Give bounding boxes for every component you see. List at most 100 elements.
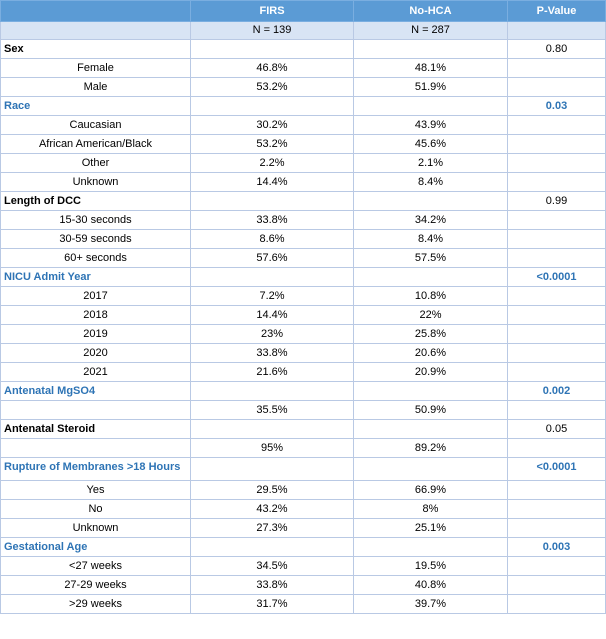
subgroup-p-blank	[507, 134, 606, 154]
subgroup-p-blank	[507, 438, 606, 458]
subgroup-label: Yes	[0, 480, 191, 500]
subgroup-row: 2021 21.6% 20.9%	[0, 362, 606, 382]
subgroup-row: 15-30 seconds 33.8% 34.2%	[0, 210, 606, 230]
subgroup-no-hca-value: 89.2%	[353, 438, 508, 458]
subgroup-firs-value: 35.5%	[190, 400, 354, 420]
category-label: Length of DCC	[0, 191, 191, 211]
subgroup-label: 15-30 seconds	[0, 210, 191, 230]
header-blank-cell	[0, 0, 191, 22]
subgroup-row: Unknown 27.3% 25.1%	[0, 518, 606, 538]
subgroup-no-hca-value: 8.4%	[353, 172, 508, 192]
subgroup-p-blank	[507, 305, 606, 325]
subgroup-p-blank	[507, 594, 606, 614]
subgroup-no-hca-value: 43.9%	[353, 115, 508, 135]
subgroup-label: No	[0, 499, 191, 519]
category-label: Antenatal Steroid	[0, 419, 191, 439]
subgroup-label: Unknown	[0, 518, 191, 538]
subgroup-no-hca-value: 66.9%	[353, 480, 508, 500]
category-p-value: 0.99	[507, 191, 606, 211]
subgroup-p-blank	[507, 115, 606, 135]
subgroup-label: 2019	[0, 324, 191, 344]
subgroup-p-blank	[507, 210, 606, 230]
subgroup-firs-value: 46.8%	[190, 58, 354, 78]
subgroup-firs-value: 14.4%	[190, 305, 354, 325]
category-row: Antenatal Steroid 0.05	[0, 419, 606, 439]
subgroup-no-hca-value: 2.1%	[353, 153, 508, 173]
subgroup-no-hca-value: 45.6%	[353, 134, 508, 154]
subgroup-no-hca-value: 19.5%	[353, 556, 508, 576]
subgroup-row: 30-59 seconds 8.6% 8.4%	[0, 229, 606, 249]
category-firs-cell	[190, 267, 354, 287]
subgroup-firs-value: 23%	[190, 324, 354, 344]
subgroup-firs-value: 95%	[190, 438, 354, 458]
subgroup-no-hca-value: 8.4%	[353, 229, 508, 249]
subgroup-p-blank	[507, 286, 606, 306]
subgroup-p-blank	[507, 575, 606, 595]
subgroup-no-hca-value: 25.8%	[353, 324, 508, 344]
subgroup-no-hca-value: 20.9%	[353, 362, 508, 382]
category-label: Gestational Age	[0, 537, 191, 557]
category-label: Race	[0, 96, 191, 116]
subgroup-row: Unknown 14.4% 8.4%	[0, 172, 606, 192]
subgroup-label: Unknown	[0, 172, 191, 192]
subgroup-no-hca-value: 57.5%	[353, 248, 508, 268]
subgroup-p-blank	[507, 172, 606, 192]
subgroup-no-hca-value: 8%	[353, 499, 508, 519]
subgroup-firs-value: 29.5%	[190, 480, 354, 500]
subgroup-label: <27 weeks	[0, 556, 191, 576]
subgroup-label: 2021	[0, 362, 191, 382]
category-firs-cell	[190, 457, 354, 481]
header-p-value: P-Value	[507, 0, 606, 22]
subgroup-p-blank	[507, 499, 606, 519]
subgroup-row: 35.5% 50.9%	[0, 400, 606, 420]
category-p-value: <0.0001	[507, 457, 606, 481]
subgroup-firs-value: 33.8%	[190, 210, 354, 230]
category-label: NICU Admit Year	[0, 267, 191, 287]
subgroup-p-blank	[507, 58, 606, 78]
subgroup-p-blank	[507, 343, 606, 363]
subgroup-row: Caucasian 30.2% 43.9%	[0, 115, 606, 135]
subgroup-no-hca-value: 50.9%	[353, 400, 508, 420]
subgroup-label: 27-29 weeks	[0, 575, 191, 595]
count-firs: N = 139	[190, 21, 354, 40]
subgroup-no-hca-value: 22%	[353, 305, 508, 325]
category-row: Length of DCC 0.99	[0, 191, 606, 211]
category-label: Sex	[0, 39, 191, 59]
subgroup-p-blank	[507, 362, 606, 382]
category-p-value: 0.05	[507, 419, 606, 439]
category-firs-cell	[190, 39, 354, 59]
subgroup-row: <27 weeks 34.5% 19.5%	[0, 556, 606, 576]
count-blank-cell	[0, 21, 191, 40]
subgroup-row: African American/Black 53.2% 45.6%	[0, 134, 606, 154]
category-label: Rupture of Membranes >18 Hours	[0, 457, 191, 481]
subgroup-firs-value: 34.5%	[190, 556, 354, 576]
category-firs-cell	[190, 419, 354, 439]
subgroup-no-hca-value: 25.1%	[353, 518, 508, 538]
subgroup-row: 2019 23% 25.8%	[0, 324, 606, 344]
subgroup-row: 2018 14.4% 22%	[0, 305, 606, 325]
subgroup-firs-value: 43.2%	[190, 499, 354, 519]
subgroup-firs-value: 53.2%	[190, 134, 354, 154]
category-p-value: <0.0001	[507, 267, 606, 287]
category-no-hca-cell	[353, 96, 508, 116]
subgroup-firs-value: 57.6%	[190, 248, 354, 268]
subgroup-no-hca-value: 48.1%	[353, 58, 508, 78]
subgroup-label: >29 weeks	[0, 594, 191, 614]
category-firs-cell	[190, 96, 354, 116]
count-row: N = 139 N = 287	[0, 21, 606, 40]
subgroup-no-hca-value: 39.7%	[353, 594, 508, 614]
category-row: Gestational Age 0.003	[0, 537, 606, 557]
subgroup-p-blank	[507, 400, 606, 420]
demographics-table: FIRS No-HCA P-Value N = 139 N = 287 Sex 0…	[0, 0, 606, 614]
category-firs-cell	[190, 537, 354, 557]
category-no-hca-cell	[353, 191, 508, 211]
subgroup-label: 2020	[0, 343, 191, 363]
category-row: Antenatal MgSO4 0.002	[0, 381, 606, 401]
subgroup-row: 95% 89.2%	[0, 438, 606, 458]
subgroup-firs-value: 21.6%	[190, 362, 354, 382]
subgroup-firs-value: 30.2%	[190, 115, 354, 135]
subgroup-p-blank	[507, 77, 606, 97]
subgroup-p-blank	[507, 556, 606, 576]
header-firs: FIRS	[190, 0, 354, 22]
category-p-value: 0.80	[507, 39, 606, 59]
